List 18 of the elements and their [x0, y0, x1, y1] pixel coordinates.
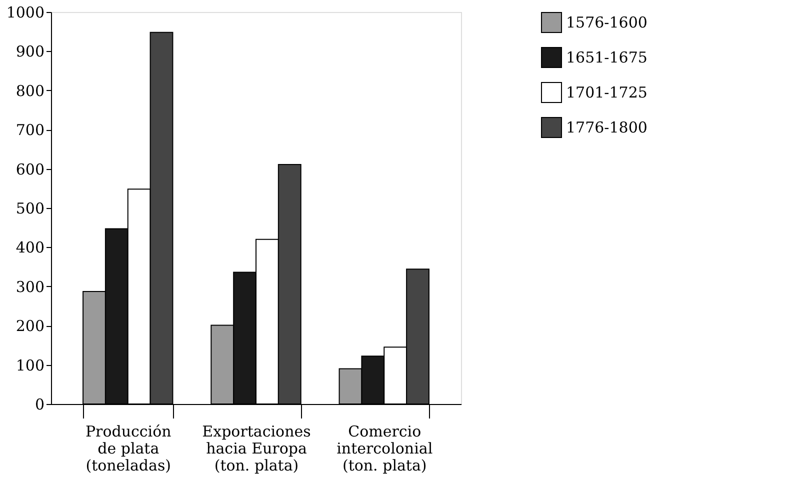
- y-tick-label: 600: [16, 160, 44, 178]
- y-tick-label: 900: [16, 42, 44, 61]
- x-tick-label: Exportaciones hacia Europa (ton. plata): [202, 422, 311, 474]
- y-tick-label: 300: [16, 278, 44, 296]
- y-tick-label: 500: [16, 200, 44, 218]
- legend-label: 1576-1600: [566, 14, 648, 32]
- y-tick-label: 400: [16, 238, 44, 257]
- y-tick-label: 1000: [6, 4, 44, 22]
- y-tick-label: 800: [16, 82, 44, 100]
- x-tick-label: Producción de plata (toneladas): [85, 422, 172, 474]
- y-tick-label: 700: [16, 121, 44, 140]
- legend-label: 1776-1800: [566, 118, 648, 136]
- legend-label: 1651-1675: [566, 48, 648, 66]
- y-tick-label: 100: [16, 356, 44, 374]
- y-tick-label: 0: [34, 396, 44, 414]
- y-tick-label: 200: [16, 317, 44, 336]
- legend-label: 1701-1725: [566, 84, 648, 102]
- x-tick-label: Comercio intercolonial (ton. plata): [336, 422, 433, 474]
